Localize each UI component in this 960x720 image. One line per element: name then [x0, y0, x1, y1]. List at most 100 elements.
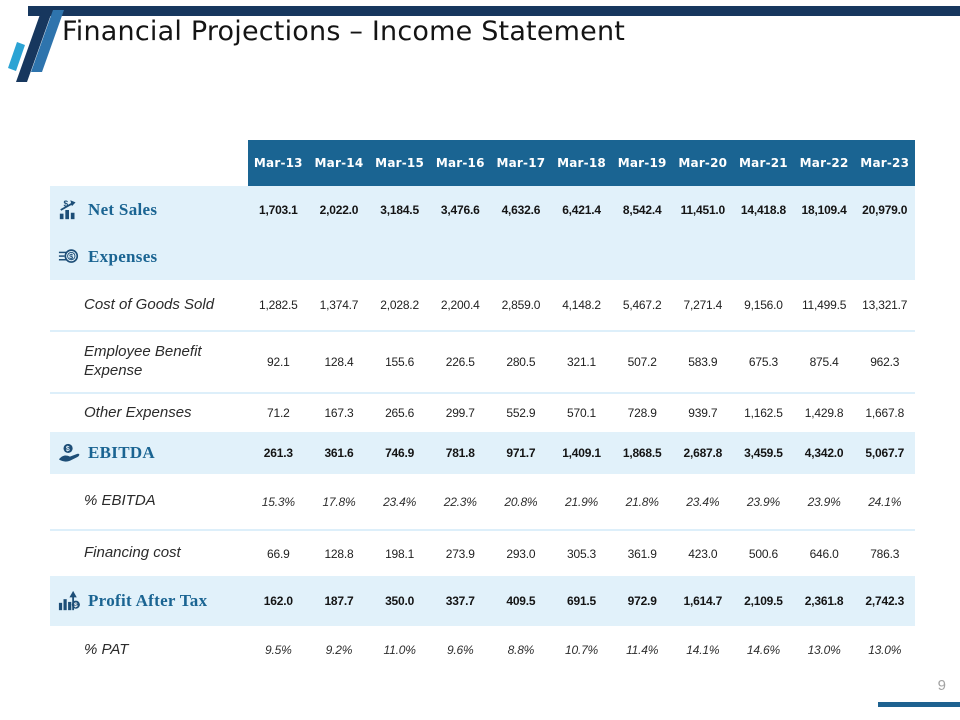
column-header: Mar-16	[429, 140, 491, 186]
header-spacer	[50, 140, 248, 186]
value-cell: 972.9	[627, 594, 657, 608]
row-label-cell: $ Expenses	[50, 245, 248, 269]
value-cell: 5,467.2	[622, 298, 662, 312]
company-logo-icon	[4, 0, 68, 84]
value-cell: 13.0%	[807, 643, 841, 657]
row-label: Cost of Goods Sold	[84, 295, 215, 313]
value-cell: 1,429.8	[804, 406, 844, 420]
value-cell: 15.3%	[261, 494, 295, 509]
table-row: Cost of Goods Sold 1,282.5 1,374.7 2,028.2 2…	[50, 280, 915, 332]
value-cell: 781.8	[445, 446, 475, 460]
row-label: Profit After Tax	[88, 591, 208, 610]
value-cell: 6,421.4	[562, 203, 601, 217]
value-cell: 20.8%	[504, 494, 538, 509]
value-cell: 23.4%	[686, 494, 720, 509]
value-cell: 2,742.3	[865, 594, 905, 608]
value-cell: 9,156.0	[744, 298, 783, 312]
value-cell: 939.7	[688, 406, 718, 420]
table-row: $ Profit After Tax 162.0 187.7 350.0 337.7 409…	[50, 576, 915, 626]
row-label: % PAT	[84, 640, 129, 658]
value-cell: 9.2%	[325, 643, 353, 657]
value-cell: 361.9	[627, 546, 657, 561]
row-label-cell: % EBITDA	[50, 492, 248, 511]
value-cell: 128.4	[324, 355, 354, 369]
value-cell: 4,632.6	[501, 203, 541, 217]
row-label-cell: Cost of Goods Sold	[50, 296, 248, 315]
value-cell: 1,282.5	[259, 298, 298, 312]
column-header: Mar-20	[672, 140, 734, 186]
value-cell: 2,859.0	[501, 298, 541, 312]
value-cell: 23.4%	[383, 494, 417, 509]
svg-text:$: $	[69, 252, 73, 261]
value-cell: 691.5	[567, 594, 597, 608]
value-cell: 23.9%	[807, 494, 841, 509]
value-cell: 7,271.4	[683, 298, 723, 312]
value-cell: 22.3%	[443, 494, 477, 509]
value-cell: 11.4%	[626, 643, 659, 657]
value-cell: 350.0	[385, 594, 415, 608]
value-cell: 162.0	[263, 594, 293, 608]
value-cell: 4,342.0	[804, 446, 844, 460]
value-cell: 1,162.5	[744, 406, 783, 420]
income-statement-table: Mar-13 Mar-14 Mar-15 Mar-16 Mar-17 Mar-18 Mar-…	[50, 140, 916, 674]
row-label-cell: Other Expenses	[50, 404, 248, 423]
value-cell: 2,361.8	[804, 594, 844, 608]
value-cell: 21.8%	[625, 494, 659, 509]
svg-text:$: $	[66, 446, 70, 453]
value-cell: 261.3	[263, 446, 293, 460]
value-cell: 18,109.4	[801, 203, 847, 217]
table-row: Other Expenses 71.2 167.3 265.6 299.7 552.9 57…	[50, 394, 915, 432]
value-cell: 423.0	[688, 546, 718, 561]
row-label: Expenses	[88, 247, 158, 266]
svg-text:$: $	[64, 199, 69, 208]
value-cell: 321.1	[567, 355, 597, 369]
value-cell: 128.8	[324, 546, 354, 561]
table-row: Employee Benefit Expense 92.1 128.4 155.6 22…	[50, 332, 915, 394]
top-accent-bar	[28, 6, 960, 16]
value-cell: 786.3	[870, 546, 900, 561]
value-cell: 4,148.2	[562, 298, 601, 312]
row-label: EBITDA	[88, 443, 155, 462]
value-cell: 280.5	[506, 355, 536, 369]
row-label: Employee Benefit Expense	[84, 343, 202, 379]
value-cell: 646.0	[809, 546, 839, 561]
value-cell: 1,374.7	[319, 298, 359, 312]
hand-coin-icon: $	[56, 441, 82, 465]
value-cell: 273.9	[445, 546, 475, 561]
value-cell: 507.2	[627, 355, 657, 369]
table-row: % PAT 9.5% 9.2% 11.0% 9.6% 8.8% 10.7% 11.4% 14.1…	[50, 626, 915, 674]
value-cell: 8,542.4	[622, 203, 662, 217]
row-label: % EBITDA	[84, 492, 156, 510]
value-cell: 2,200.4	[440, 298, 480, 312]
value-cell: 875.4	[809, 355, 839, 369]
value-cell: 92.1	[267, 355, 290, 369]
footer-accent-bar	[878, 702, 960, 707]
value-cell: 198.1	[385, 546, 415, 561]
value-cell: 24.1%	[868, 494, 902, 509]
value-cell: 187.7	[324, 594, 354, 608]
value-cell: 11.0%	[383, 643, 416, 657]
value-cell: 9.6%	[446, 643, 474, 657]
value-cell: 1,703.1	[259, 203, 298, 217]
column-header: Mar-23	[854, 140, 916, 186]
row-label-cell: % PAT	[50, 641, 248, 660]
value-cell: 1,868.5	[622, 446, 662, 460]
value-cell: 10.7%	[565, 643, 599, 657]
row-label-cell: $ EBITDA	[50, 441, 248, 465]
value-cell: 299.7	[445, 406, 475, 420]
value-cell: 14,418.8	[740, 203, 786, 217]
value-cell: 71.2	[267, 406, 290, 420]
value-cell: 1,667.8	[865, 406, 905, 420]
table-row: Financing cost 66.9 128.8 198.1 273.9 293.0 30…	[50, 531, 915, 576]
row-label: Net Sales	[88, 200, 158, 219]
value-cell: 265.6	[385, 406, 415, 420]
value-cell: 570.1	[567, 406, 597, 420]
column-header: Mar-18	[551, 140, 612, 186]
svg-text:$: $	[74, 602, 78, 609]
value-cell: 167.3	[324, 406, 354, 420]
row-label-cell: $ Profit After Tax	[50, 589, 248, 613]
page-number: 9	[937, 677, 946, 694]
value-cell: 226.5	[445, 355, 475, 369]
value-cell: 1,614.7	[683, 594, 723, 608]
value-cell: 5,067.7	[865, 446, 905, 460]
